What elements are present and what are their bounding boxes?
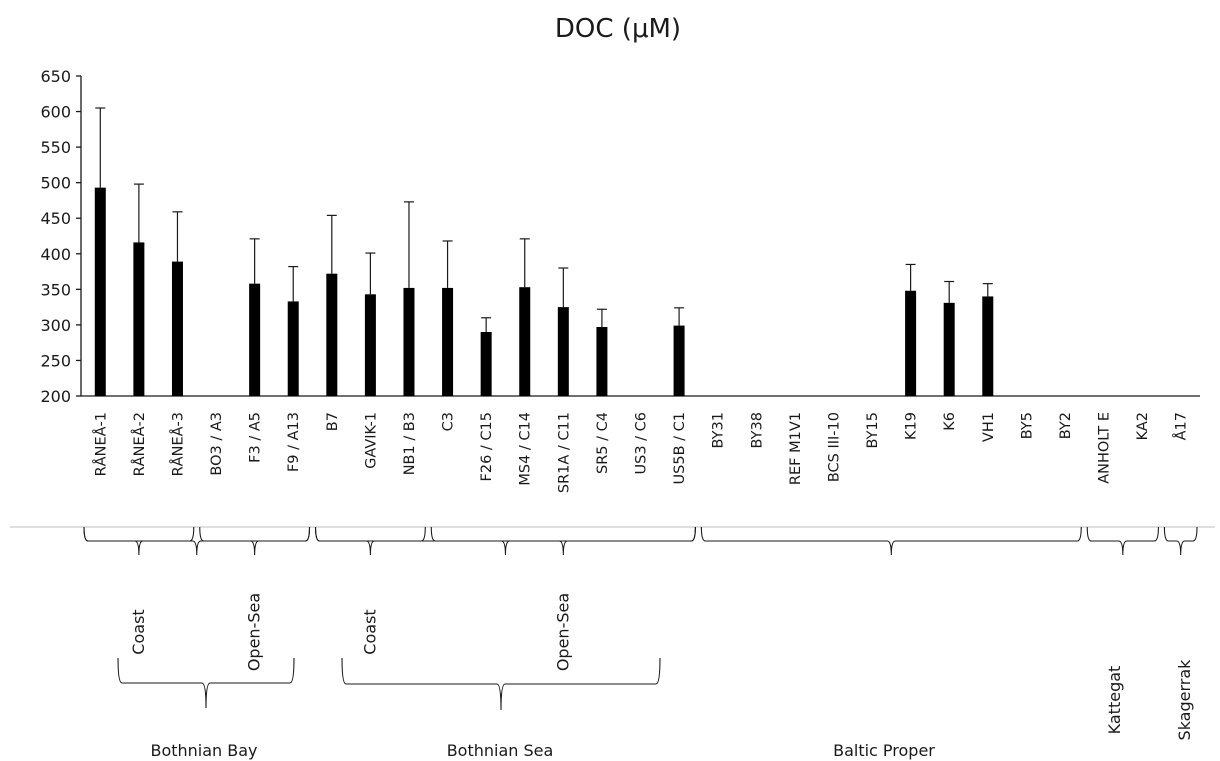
y-tick-label: 350 [40, 280, 71, 299]
category-label: F3 / A5 [248, 412, 264, 463]
y-tick-label: 300 [40, 316, 71, 335]
bar [171, 261, 183, 396]
bar [133, 242, 145, 396]
bar [287, 301, 299, 396]
category-label: US3 / C6 [634, 412, 650, 475]
bar [982, 296, 994, 396]
bar [519, 287, 531, 396]
category-label: BY2 [1058, 412, 1074, 439]
y-tick-label: 450 [40, 209, 71, 228]
category-label: B7 [325, 412, 341, 431]
category-label: VH1 [981, 412, 997, 442]
bar [94, 187, 106, 396]
bar [557, 307, 569, 396]
bothnian-bay-brace [117, 657, 295, 709]
region-label: Bothnian Bay [150, 741, 257, 760]
category-label: NB1 / B3 [402, 412, 418, 475]
chart-title: DOC (μM) [555, 14, 681, 44]
y-tick-label: 650 [40, 67, 71, 86]
region-brace [1086, 526, 1159, 556]
category-label: US5B / C1 [672, 412, 688, 484]
category-label: BO3 / A3 [209, 412, 225, 476]
bar [249, 283, 261, 396]
region-brace [700, 526, 1082, 556]
subgroup-label: Coast [129, 609, 148, 654]
category-axis-labels: RÅNEÅ-1 RÅNEÅ-2 RÅNEÅ-3 BO3 / A3 F3 / A5 F9 /… [92, 412, 1189, 493]
subgroup-label: Open-Sea [553, 593, 572, 671]
subgroup-brace [430, 526, 696, 556]
subgroup-label: Open-Sea [245, 593, 264, 671]
category-label: F26 / C15 [479, 412, 495, 481]
category-label: GAVIK-1 [363, 412, 379, 469]
y-tick-label: 200 [40, 387, 71, 406]
region-label: Kattegat [1105, 666, 1124, 735]
category-label: RÅNEÅ-1 [92, 412, 109, 476]
group-annotations: Coast Open-Sea Coast Open-Sea Bothnian Bay Bo… [83, 526, 1198, 760]
bar [442, 287, 454, 396]
bar [480, 332, 492, 396]
bar [905, 290, 917, 396]
category-label: RÅNEÅ-2 [131, 412, 148, 476]
bar [326, 273, 338, 396]
category-label: RÅNEÅ-3 [169, 412, 186, 476]
bar [943, 302, 955, 396]
bar [596, 327, 608, 396]
y-tick-label: 500 [40, 174, 71, 193]
y-tick-label: 250 [40, 351, 71, 370]
subgroup-brace [314, 526, 426, 556]
category-label: K6 [942, 412, 958, 431]
bothnian-sea-brace [341, 657, 661, 711]
category-label: KA2 [1135, 412, 1151, 440]
category-label: BY15 [865, 412, 881, 448]
category-label: MS4 / C14 [518, 412, 534, 486]
category-label: BY31 [711, 412, 727, 448]
bar [673, 325, 685, 396]
region-label: Baltic Proper [833, 741, 935, 760]
category-label: F9 / A13 [286, 412, 302, 472]
bar [403, 287, 415, 396]
category-label: REF M1V1 [788, 412, 804, 485]
y-tick-label: 550 [40, 138, 71, 157]
category-label: BCS III-10 [826, 412, 842, 482]
subgroup-brace [83, 526, 195, 556]
category-label: ANHOLT E [1097, 412, 1113, 484]
region-label: Bothnian Sea [447, 741, 554, 760]
category-label: BY5 [1019, 412, 1035, 439]
y-tick-label: 600 [40, 103, 71, 122]
category-label: SR1A / C11 [556, 412, 572, 493]
bar [364, 294, 376, 396]
category-label: BY38 [749, 412, 765, 448]
y-tick-label: 400 [40, 245, 71, 264]
subgroup-brace [199, 526, 311, 556]
category-label: C3 [441, 412, 457, 431]
plot-area: 200 250 300 350 400 450 500 550 600 650 [40, 67, 1200, 406]
subgroup-label: Coast [360, 609, 379, 654]
category-label: Å17 [1173, 412, 1190, 440]
region-brace [1163, 526, 1198, 556]
category-label: SR5 / C4 [595, 412, 611, 474]
category-label: K19 [904, 412, 920, 440]
region-label: Skagerrak [1175, 659, 1194, 741]
